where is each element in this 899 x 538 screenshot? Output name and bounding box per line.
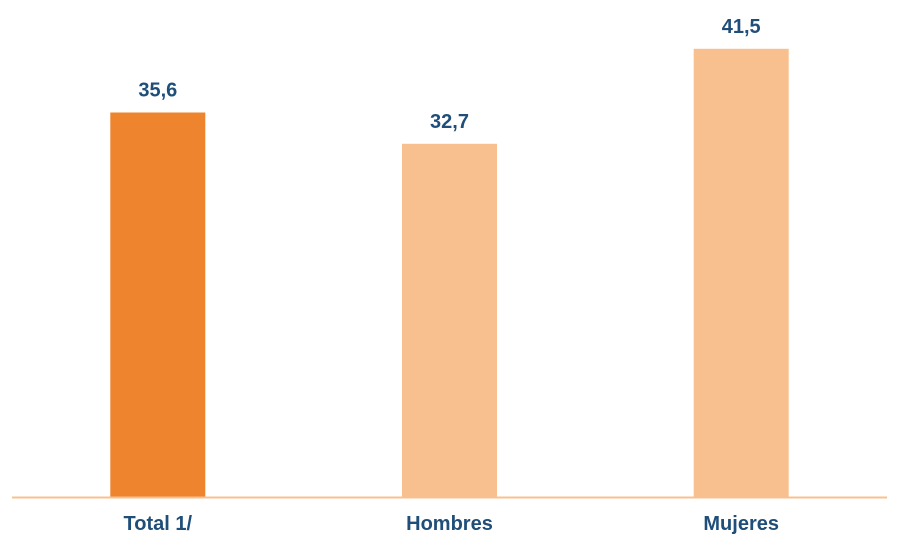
bar-mujeres: [693, 48, 789, 498]
category-label: Hombres: [406, 513, 493, 535]
category-label: Mujeres: [703, 513, 779, 535]
bar-total-1: [110, 112, 206, 497]
bars-group: [110, 48, 789, 498]
value-label: 35,6: [138, 80, 177, 102]
value-labels-group: 35,6 32,7 41,5: [138, 16, 760, 133]
bar-hombres: [402, 143, 497, 498]
value-label: 41,5: [722, 16, 761, 38]
category-labels-group: Total 1/Hombres Mujeres: [124, 513, 779, 535]
category-label: Total 1/: [124, 513, 193, 535]
value-label: 32,7: [430, 111, 469, 133]
